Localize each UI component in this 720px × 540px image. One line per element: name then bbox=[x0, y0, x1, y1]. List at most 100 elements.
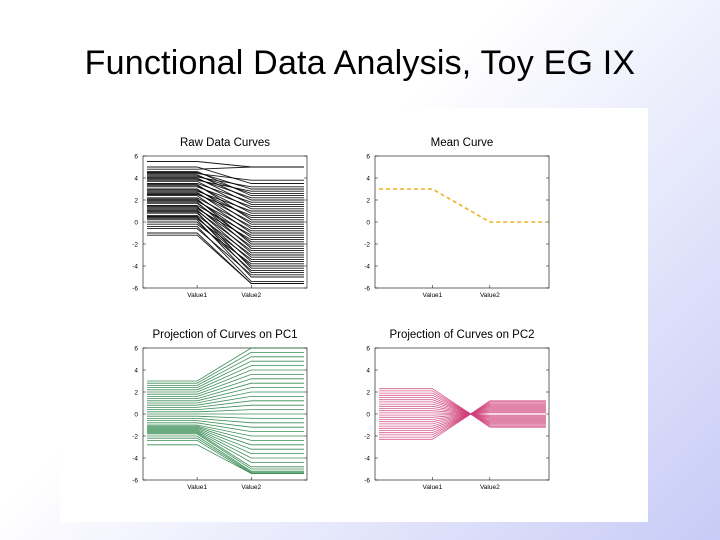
data-curve bbox=[147, 378, 304, 397]
data-curve bbox=[147, 170, 304, 197]
data-curve bbox=[147, 219, 304, 278]
data-curve bbox=[147, 234, 304, 285]
data-curve bbox=[147, 195, 304, 234]
data-curve bbox=[147, 172, 304, 190]
data-curve bbox=[147, 190, 304, 212]
data-curve bbox=[147, 424, 304, 437]
y-tick-label: 0 bbox=[134, 411, 138, 418]
data-curve bbox=[147, 425, 304, 441]
chart-4: Projection of Curves on PC2 6 4 2 0 -2 -4 -6 Val… bbox=[364, 329, 550, 491]
data-curve bbox=[147, 351, 304, 384]
data-curve bbox=[147, 191, 304, 230]
data-curve bbox=[147, 166, 304, 184]
data-curve bbox=[147, 228, 304, 276]
x-tick-label: Value1 bbox=[187, 484, 207, 491]
x-tick-label: Value2 bbox=[241, 484, 261, 491]
x-tick-label: Value1 bbox=[423, 292, 443, 299]
data-curve bbox=[147, 175, 304, 194]
chart-3: Projection of Curves on PC1 6 4 2 0 -2 -4 -6 Val… bbox=[132, 329, 308, 491]
data-curve bbox=[147, 180, 304, 210]
chart-title: Mean Curve bbox=[431, 137, 494, 149]
data-curve bbox=[147, 166, 304, 170]
data-curve bbox=[147, 404, 304, 411]
y-tick-label: -2 bbox=[364, 433, 370, 440]
data-curve bbox=[147, 391, 304, 404]
data-curve bbox=[147, 202, 304, 243]
data-curve bbox=[147, 369, 304, 393]
y-tick-label: 2 bbox=[134, 389, 138, 396]
data-curve bbox=[147, 432, 304, 468]
figure-panel: Raw Data Curves 6 4 2 0 -2 -4 -6 Value1 Value2 Mea… bbox=[60, 108, 648, 522]
y-tick-label: 6 bbox=[366, 345, 370, 352]
y-tick-label: 4 bbox=[366, 367, 370, 374]
y-tick-label: -6 bbox=[132, 285, 138, 292]
y-tick-label: 0 bbox=[134, 219, 138, 226]
data-curve bbox=[147, 212, 304, 263]
data-curve bbox=[147, 430, 304, 459]
data-curve bbox=[147, 221, 304, 271]
chart-title: Projection of Curves on PC1 bbox=[152, 329, 297, 341]
y-tick-label: 6 bbox=[366, 153, 370, 160]
data-curve bbox=[147, 173, 304, 181]
data-curve bbox=[147, 174, 304, 201]
data-curve bbox=[147, 431, 304, 463]
data-curve bbox=[147, 437, 304, 473]
chart-title: Projection of Curves on PC2 bbox=[389, 329, 534, 341]
data-curve bbox=[147, 422, 304, 433]
data-curve bbox=[147, 409, 304, 413]
y-tick-label: 2 bbox=[134, 197, 138, 204]
data-curve bbox=[147, 444, 304, 474]
data-curve bbox=[147, 217, 304, 267]
data-curve bbox=[147, 210, 304, 252]
chart-1: Raw Data Curves 6 4 2 0 -2 -4 -6 Value1 Value2 bbox=[132, 137, 308, 299]
data-curve bbox=[147, 194, 304, 216]
data-curve bbox=[147, 365, 304, 391]
chart-2: Mean Curve 6 4 2 0 -2 -4 -6 Value1 Value2 bbox=[364, 137, 550, 299]
data-curve bbox=[147, 417, 304, 424]
data-curve bbox=[147, 420, 304, 428]
y-tick-label: 0 bbox=[366, 411, 370, 418]
data-curve bbox=[147, 188, 304, 225]
data-curve bbox=[147, 198, 304, 245]
data-curve bbox=[147, 206, 304, 254]
y-tick-label: 4 bbox=[134, 367, 138, 374]
data-curve bbox=[147, 186, 304, 208]
data-curve bbox=[147, 347, 304, 382]
data-curve bbox=[147, 161, 304, 168]
x-tick-label: Value1 bbox=[423, 484, 443, 491]
y-tick-label: -6 bbox=[364, 285, 370, 292]
y-tick-label: -2 bbox=[132, 433, 138, 440]
data-curve bbox=[147, 201, 304, 249]
data-curve bbox=[147, 225, 304, 282]
y-tick-label: -4 bbox=[364, 263, 370, 270]
data-curve bbox=[147, 192, 304, 223]
data-curve bbox=[147, 435, 304, 472]
data-curve bbox=[147, 214, 304, 256]
y-tick-label: -2 bbox=[364, 241, 370, 248]
data-curve bbox=[379, 413, 546, 440]
data-curve bbox=[147, 428, 304, 455]
y-tick-label: 4 bbox=[366, 175, 370, 182]
y-tick-label: -6 bbox=[364, 477, 370, 484]
y-tick-label: -6 bbox=[132, 477, 138, 484]
y-tick-label: 4 bbox=[134, 175, 138, 182]
data-curve bbox=[147, 205, 304, 236]
x-tick-label: Value2 bbox=[241, 292, 261, 299]
data-curve bbox=[147, 209, 304, 258]
data-curve bbox=[147, 400, 304, 408]
data-curve bbox=[147, 373, 304, 395]
y-tick-label: 2 bbox=[366, 197, 370, 204]
y-tick-label: 0 bbox=[366, 219, 370, 226]
data-curve bbox=[147, 184, 304, 221]
data-curve bbox=[147, 433, 304, 470]
data-curve bbox=[147, 197, 304, 227]
chart-title: Raw Data Curves bbox=[180, 137, 270, 149]
y-tick-label: -4 bbox=[132, 263, 138, 270]
data-curve bbox=[147, 185, 304, 214]
data-curve bbox=[147, 211, 304, 269]
data-curve bbox=[147, 189, 304, 219]
data-curve bbox=[147, 415, 304, 419]
data-curve bbox=[147, 199, 304, 238]
data-curve bbox=[147, 207, 304, 247]
y-tick-label: -2 bbox=[132, 241, 138, 248]
